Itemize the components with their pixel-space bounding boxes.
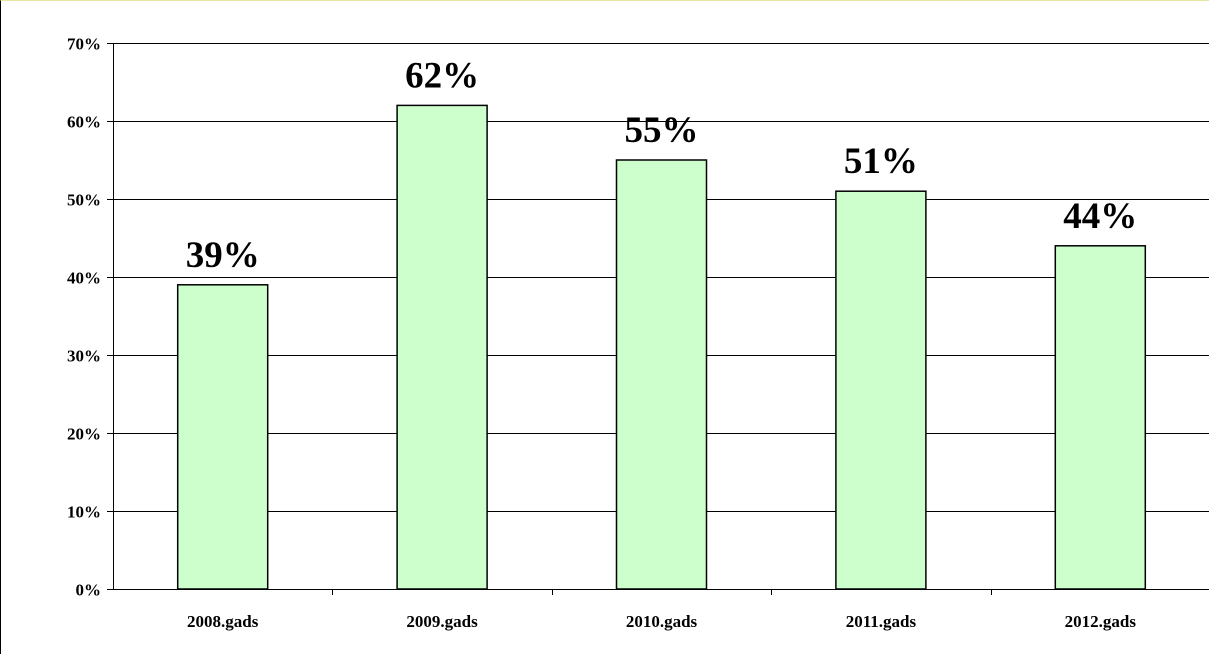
bar: [176, 284, 269, 590]
y-tick-label: 10%: [67, 503, 101, 522]
data-label: 39%: [186, 235, 260, 276]
y-tick-label: 60%: [67, 113, 101, 132]
data-label: 55%: [625, 110, 699, 151]
labels: 0% 10% 20% 30% 40% 50% 60% 70% 2008.gads 39% 2009.…: [67, 35, 1137, 632]
y-tick-label: 50%: [67, 191, 101, 210]
y-tick-label: 30%: [67, 347, 101, 366]
bar: [835, 190, 927, 590]
data-label: 62%: [405, 55, 479, 96]
y-tick-label: 20%: [67, 425, 101, 444]
y-tick-label: 70%: [67, 35, 101, 54]
x-tick-label: 2008.gads: [187, 612, 259, 631]
y-tick-label: 0%: [76, 581, 102, 600]
bar: [615, 159, 708, 590]
x-tick-label: 2011.gads: [846, 612, 917, 631]
x-tick-label: 2010.gads: [626, 612, 698, 631]
x-tick-label: 2012.gads: [1065, 612, 1137, 631]
bar: [396, 104, 488, 590]
bars: [176, 104, 1147, 590]
bar: [1054, 245, 1147, 590]
x-tick-label: 2009.gads: [406, 612, 478, 631]
data-label: 44%: [1063, 196, 1137, 237]
y-tick-label: 40%: [67, 269, 101, 288]
axes: [107, 43, 1209, 595]
data-label: 51%: [844, 141, 918, 182]
